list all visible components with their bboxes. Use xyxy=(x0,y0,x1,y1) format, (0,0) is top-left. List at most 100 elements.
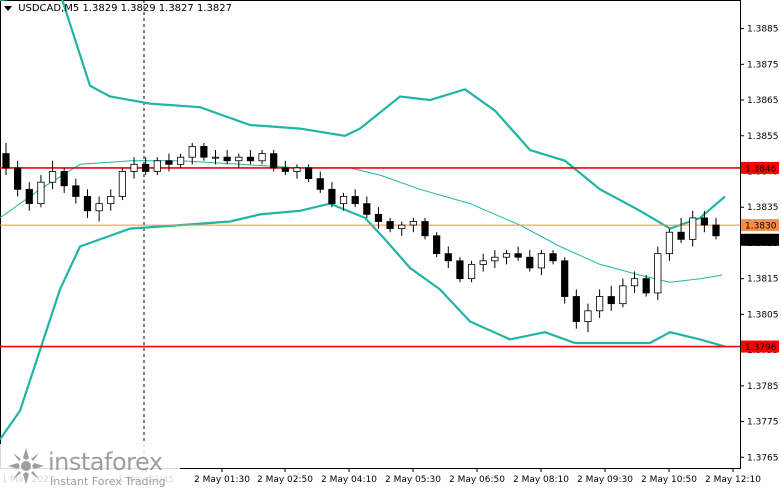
y-tick-label: 1.3805 xyxy=(747,310,779,320)
candle-body xyxy=(293,167,301,172)
x-tick-label: 2 May 10:50 xyxy=(641,475,697,485)
candle-body xyxy=(700,217,708,226)
x-tick-label: 2 May 05:30 xyxy=(385,475,441,485)
level-label-bg-resistance xyxy=(741,161,779,174)
x-tick-label: 2 May 12:10 xyxy=(705,475,761,485)
candle-body xyxy=(25,188,33,205)
level-label-support: 1.3796 xyxy=(745,343,777,353)
candle-body xyxy=(246,156,255,162)
candle-body xyxy=(142,163,150,172)
watermark-logo: instaforex Instant Forex Trading xyxy=(0,444,180,489)
candle-body xyxy=(619,285,627,305)
candle-body xyxy=(433,235,441,255)
candle-body xyxy=(316,178,324,190)
candle-body xyxy=(72,185,80,197)
x-tick-label: 2 May 09:30 xyxy=(577,475,633,485)
candle-body xyxy=(654,253,662,294)
current-price-label-bg xyxy=(741,219,779,232)
candle-body xyxy=(502,253,511,258)
candle-body xyxy=(83,196,92,212)
y-tick-label: 1.3875 xyxy=(747,60,779,70)
instaforex-emblem-icon xyxy=(8,448,44,484)
x-tick-label: 2 May 06:50 xyxy=(449,475,505,485)
candle-body xyxy=(48,171,57,183)
candle-body xyxy=(95,203,103,212)
candle-body xyxy=(456,260,464,280)
candle-body xyxy=(153,160,161,172)
chart-header: USDCAD,M5 1.3829 1.3829 1.3827 1.3827 xyxy=(4,3,232,14)
candle-body xyxy=(677,231,685,240)
current-price-label: 1.3830 xyxy=(745,222,777,232)
candle-body xyxy=(572,296,580,322)
x-tick-label: 2 May 08:10 xyxy=(513,475,569,485)
upper-band-line xyxy=(0,0,726,230)
y-tick-label: 1.3865 xyxy=(747,96,779,106)
y-tick-label: 1.3855 xyxy=(747,132,779,142)
candle-body xyxy=(339,196,348,205)
candle-body xyxy=(549,253,557,262)
candle-body xyxy=(363,203,371,215)
candle-body xyxy=(421,221,429,237)
candle-body xyxy=(270,153,278,169)
candle-body xyxy=(235,156,243,162)
lower-band-line xyxy=(0,202,726,441)
candle-body xyxy=(596,296,604,312)
candle-body xyxy=(537,253,546,269)
x-tick-label: 2 May 04:10 xyxy=(321,475,377,485)
candle-body xyxy=(165,160,173,165)
candle-body xyxy=(479,260,487,265)
middle-band-line xyxy=(0,160,723,283)
x-tick-label: 2 May 01:30 xyxy=(194,475,250,485)
y-tick-label: 1.3785 xyxy=(747,382,779,392)
last-price-label: 1.3827 xyxy=(745,236,777,246)
candle-body xyxy=(689,217,697,240)
candle-body xyxy=(188,146,196,158)
level-label-bg-support xyxy=(741,340,779,353)
candle-body xyxy=(2,153,10,169)
candle-body xyxy=(130,163,138,172)
candle-body xyxy=(14,167,22,190)
candle-body xyxy=(712,224,720,237)
y-tick-label: 1.3835 xyxy=(747,203,779,213)
candle-body xyxy=(607,296,615,305)
logo-tagline: Instant Forex Trading xyxy=(50,475,166,488)
y-tick-label: 1.3765 xyxy=(747,453,779,463)
y-tick-label: 1.3885 xyxy=(747,25,779,35)
plot-frame xyxy=(0,0,741,469)
candle-body xyxy=(526,256,534,269)
x-tick-label: 2 May 02:50 xyxy=(257,475,313,485)
candle-body xyxy=(200,146,208,158)
candle-body xyxy=(328,188,336,205)
candle-body xyxy=(491,256,499,262)
candle-body xyxy=(60,171,68,187)
candle-body xyxy=(561,260,569,297)
candle-body xyxy=(374,213,383,222)
candle-body xyxy=(642,278,650,294)
candle-body xyxy=(467,263,476,280)
candle-body xyxy=(630,278,639,287)
candle-body xyxy=(176,156,185,165)
candle-body xyxy=(223,156,231,162)
candle-body xyxy=(118,171,126,197)
candle-body xyxy=(281,167,289,172)
candle-body xyxy=(398,224,406,230)
dropdown-triangle-icon[interactable] xyxy=(4,5,12,11)
candle-body xyxy=(258,153,266,162)
candle-body xyxy=(665,231,674,255)
y-tick-label: 1.3775 xyxy=(747,418,779,428)
candle-body xyxy=(444,253,452,262)
candle-body xyxy=(37,181,45,205)
candle-body xyxy=(514,253,522,258)
y-tick-label: 1.3815 xyxy=(747,275,779,285)
candle-body xyxy=(386,221,394,230)
last-price-label-bg xyxy=(741,233,779,246)
candle-body xyxy=(584,310,592,322)
candle-body xyxy=(409,221,417,226)
logo-brand: instaforex xyxy=(48,448,163,476)
symbol-label: USDCAD,M5 xyxy=(18,3,80,14)
candle-body xyxy=(305,167,313,180)
level-label-resistance: 1.3846 xyxy=(745,164,777,174)
candle-body xyxy=(211,156,220,159)
